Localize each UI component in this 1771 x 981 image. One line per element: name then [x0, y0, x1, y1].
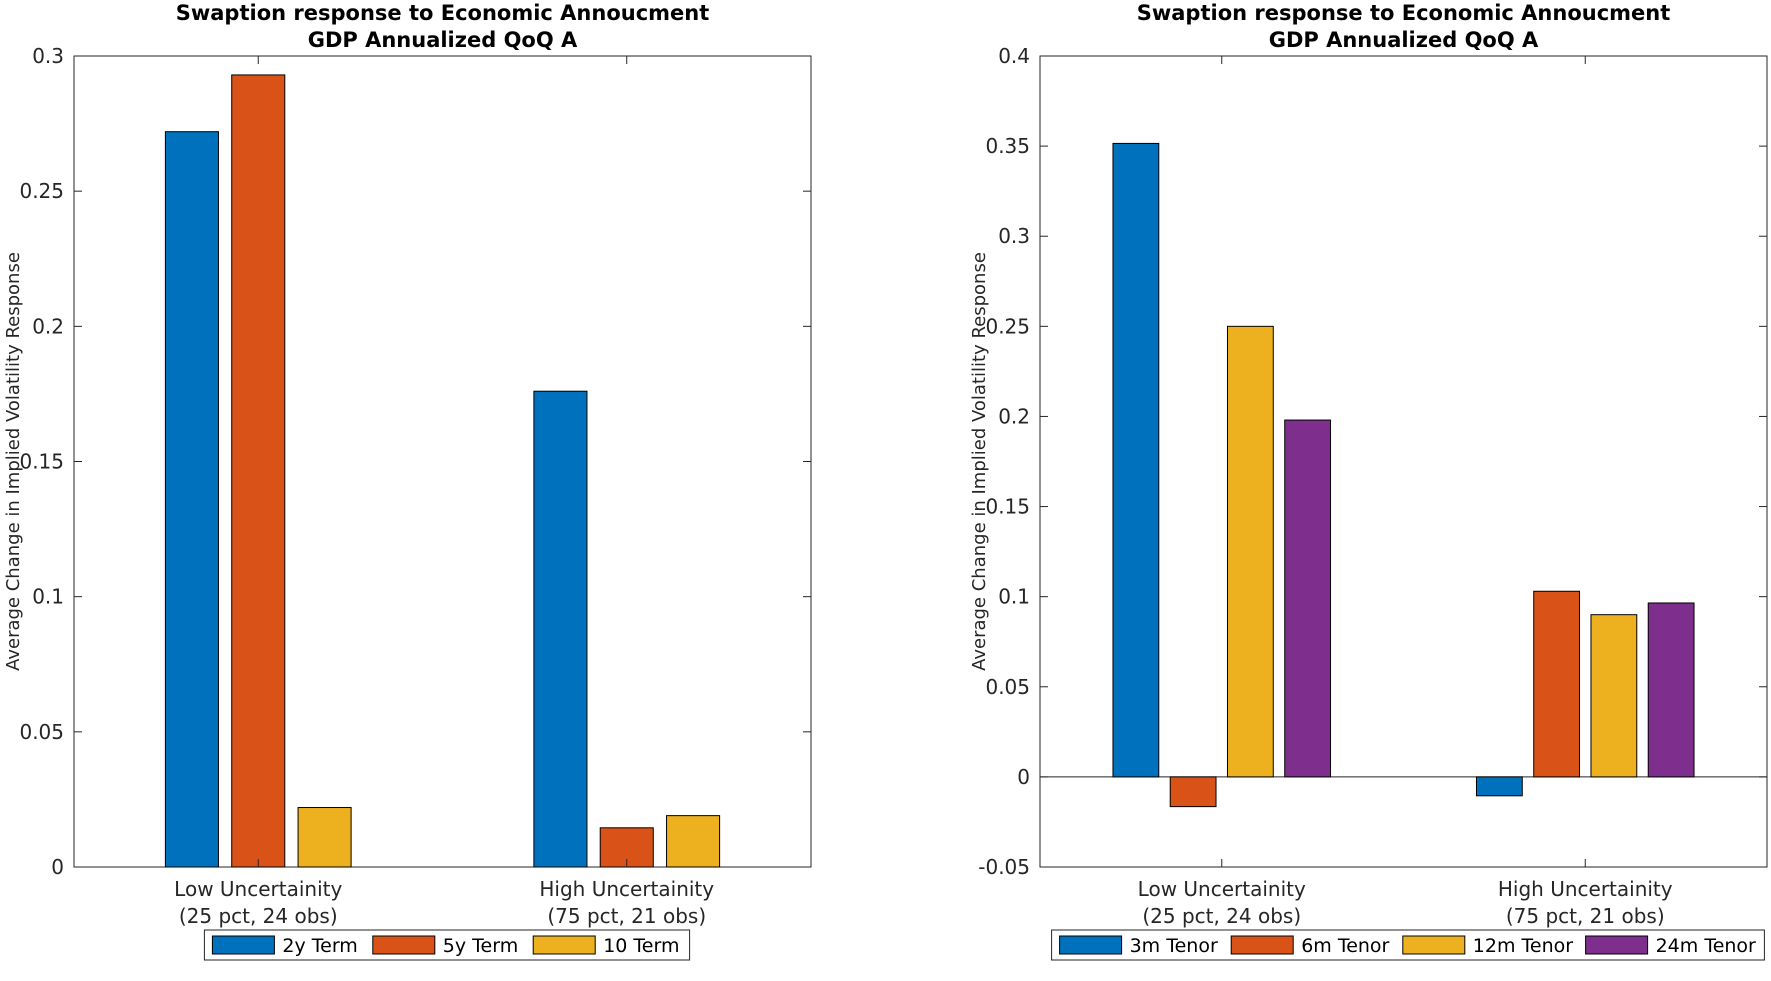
- y-tick-label: 0.2: [998, 404, 1030, 428]
- y-tick-label: -0.05: [978, 855, 1030, 879]
- legend-swatch: [1230, 935, 1294, 955]
- legend-label: 2y Term: [282, 935, 357, 957]
- chart-panel-2: -0.05 0 0.05 0.1 0.15 0.2 0.25 0.3 0.35 0.4 Low Un…: [969, 1, 1768, 961]
- bar-10-term-cat1: [297, 807, 352, 868]
- y-tick-label: 0.1: [998, 585, 1030, 609]
- y-tick-label: 0.05: [19, 720, 64, 744]
- chart-title: Swaption response to Economic Annoucment: [1137, 1, 1671, 25]
- y-tick-label: 0: [51, 855, 64, 879]
- bar-6m-tenor-cat1: [1169, 776, 1217, 808]
- legend-label: 6m Tenor: [1301, 935, 1389, 957]
- legend-box: [203, 929, 691, 961]
- legend: 2y Term 5y Term 10 Term: [203, 929, 691, 961]
- y-tick-label: 0.05: [985, 675, 1030, 699]
- y-axis-label: Average Change in Implied Volatility Res…: [969, 252, 990, 671]
- y-tick-label: 0.25: [985, 314, 1030, 338]
- y-tick-label: 0.3: [32, 44, 64, 68]
- plot-area-box: [1039, 55, 1768, 868]
- legend-label: 10 Term: [603, 935, 679, 957]
- legend-swatch: [532, 935, 596, 955]
- x-category-label: (25 pct, 24 obs): [179, 904, 338, 928]
- x-category-label: High Uncertainity: [1498, 877, 1673, 901]
- y-axis-label: Average Change in Implied Volatility Res…: [3, 252, 24, 671]
- chart-title: Swaption response to Economic Annoucment: [176, 1, 710, 25]
- y-tick-label: 0.25: [19, 179, 64, 203]
- legend-item: 3m Tenor: [1059, 935, 1218, 957]
- bar-12m-tenor-cat1: [1226, 325, 1274, 778]
- chart-title: GDP Annualized QoQ A: [1269, 28, 1539, 52]
- bar-3m-tenor-cat1: [1112, 142, 1160, 778]
- legend: 3m Tenor 6m Tenor 12m Tenor 24m Tenor: [1051, 929, 1765, 961]
- legend-item: 10 Term: [532, 935, 679, 957]
- chart-title: GDP Annualized QoQ A: [308, 28, 578, 52]
- bar-2y-term-cat2: [533, 390, 588, 868]
- legend-label: 24m Tenor: [1656, 935, 1756, 957]
- legend-item: 12m Tenor: [1402, 935, 1573, 957]
- bar-2y-term-cat1: [164, 131, 219, 868]
- legend-item: 24m Tenor: [1585, 935, 1756, 957]
- y-tick-label: 0.3: [998, 224, 1030, 248]
- legend-label: 12m Tenor: [1473, 935, 1573, 957]
- y-tick-label: 0.1: [32, 585, 64, 609]
- x-category-label: Low Uncertainity: [1138, 877, 1306, 901]
- bar-6m-tenor-cat2: [1533, 590, 1581, 778]
- y-tick-label: 0: [1017, 765, 1030, 789]
- bar-24m-tenor-cat2: [1647, 602, 1695, 778]
- y-tick-label: 0.15: [19, 450, 64, 474]
- legend-label: 5y Term: [443, 935, 518, 957]
- legend-item: 5y Term: [372, 935, 518, 957]
- x-category-label: Low Uncertainity: [174, 877, 342, 901]
- bar-12m-tenor-cat2: [1590, 614, 1638, 778]
- x-category-label: (75 pct, 21 obs): [547, 904, 706, 928]
- bar-10-term-cat2: [666, 815, 721, 868]
- legend-swatch: [211, 935, 275, 955]
- legend-swatch: [372, 935, 436, 955]
- y-tick-label: 0.2: [32, 314, 64, 338]
- legend-swatch: [1059, 935, 1123, 955]
- bar-24m-tenor-cat1: [1284, 419, 1332, 778]
- y-tick-label: 0.15: [985, 495, 1030, 519]
- legend-item: 6m Tenor: [1230, 935, 1390, 957]
- y-tick-label: 0.35: [985, 134, 1030, 158]
- bar-3m-tenor-cat2: [1475, 776, 1523, 797]
- legend-item: 2y Term: [211, 935, 358, 957]
- legend-swatch: [1585, 935, 1649, 955]
- x-category-label: (75 pct, 21 obs): [1506, 904, 1665, 928]
- x-category-label: High Uncertainity: [539, 877, 714, 901]
- legend-label: 3m Tenor: [1130, 935, 1218, 957]
- chart-panel-1: 0 0.05 0.1 0.15 0.2 0.25 0.3 Low Uncertainity (2…: [3, 1, 812, 961]
- x-category-label: (25 pct, 24 obs): [1142, 904, 1301, 928]
- y-tick-label: 0.4: [998, 44, 1030, 68]
- legend-swatch: [1402, 935, 1466, 955]
- bar-5y-term-cat1: [231, 74, 286, 868]
